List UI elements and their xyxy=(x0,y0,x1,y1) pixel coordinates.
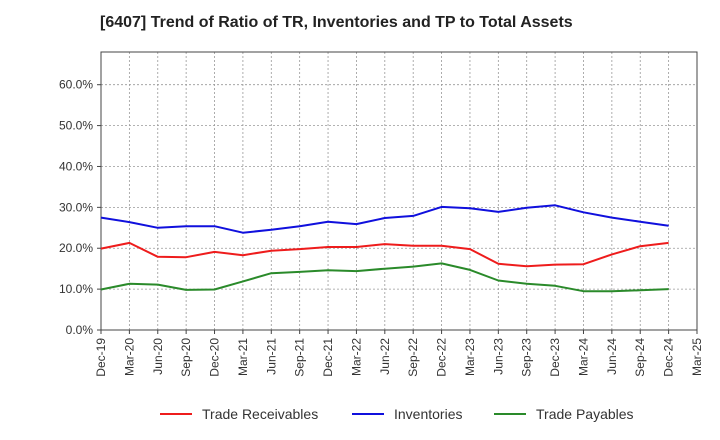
legend-label-inventories: Inventories xyxy=(394,406,462,422)
series-line-inventories xyxy=(100,204,669,234)
y-tick-label: 50.0% xyxy=(59,119,93,133)
x-tick-label: Sep-22 xyxy=(406,338,420,377)
x-tick-label: Dec-22 xyxy=(435,338,449,377)
chart-title: [6407] Trend of Ratio of TR, Inventories… xyxy=(100,14,573,31)
plot-area xyxy=(101,52,697,330)
y-tick-label: 10.0% xyxy=(59,282,93,296)
x-tick-label: Sep-24 xyxy=(633,338,647,377)
x-tick-label: Mar-24 xyxy=(576,338,590,376)
x-tick-label: Jun-22 xyxy=(378,338,392,375)
x-tick-label: Dec-20 xyxy=(208,338,222,377)
x-tick-label: Dec-23 xyxy=(548,338,562,377)
x-tick-label: Dec-21 xyxy=(321,338,335,377)
series-line-trade-receivables xyxy=(100,241,669,268)
x-tick-label: Jun-20 xyxy=(151,338,165,375)
x-tick-label: Jun-21 xyxy=(264,338,278,375)
y-tick-label: 20.0% xyxy=(59,241,93,255)
x-tick-label: Sep-21 xyxy=(293,338,307,377)
x-tick-label: Mar-20 xyxy=(122,338,136,376)
x-tick-label: Jun-24 xyxy=(605,338,619,375)
x-tick-label: Mar-21 xyxy=(236,338,250,376)
x-tick-label: Jun-23 xyxy=(491,338,505,375)
x-tick-label: Sep-20 xyxy=(179,338,193,377)
plot-border xyxy=(100,51,698,331)
x-tick-label: Dec-19 xyxy=(94,338,108,377)
y-tick-label: 40.0% xyxy=(59,159,93,173)
y-tick-label: 60.0% xyxy=(59,78,93,92)
x-tick-label: Mar-23 xyxy=(463,338,477,376)
x-tick-label: Sep-23 xyxy=(520,338,534,377)
y-tick-label: 30.0% xyxy=(59,200,93,214)
legend-label-trade-receivables: Trade Receivables xyxy=(202,406,318,422)
x-tick-label: Dec-24 xyxy=(662,338,676,377)
legend-label-trade-payables: Trade Payables xyxy=(536,406,634,422)
x-tick-label: Mar-25 xyxy=(690,338,704,376)
series-line-trade-payables xyxy=(100,262,669,293)
y-tick-label: 0.0% xyxy=(66,323,94,337)
x-tick-label: Mar-22 xyxy=(349,338,363,376)
